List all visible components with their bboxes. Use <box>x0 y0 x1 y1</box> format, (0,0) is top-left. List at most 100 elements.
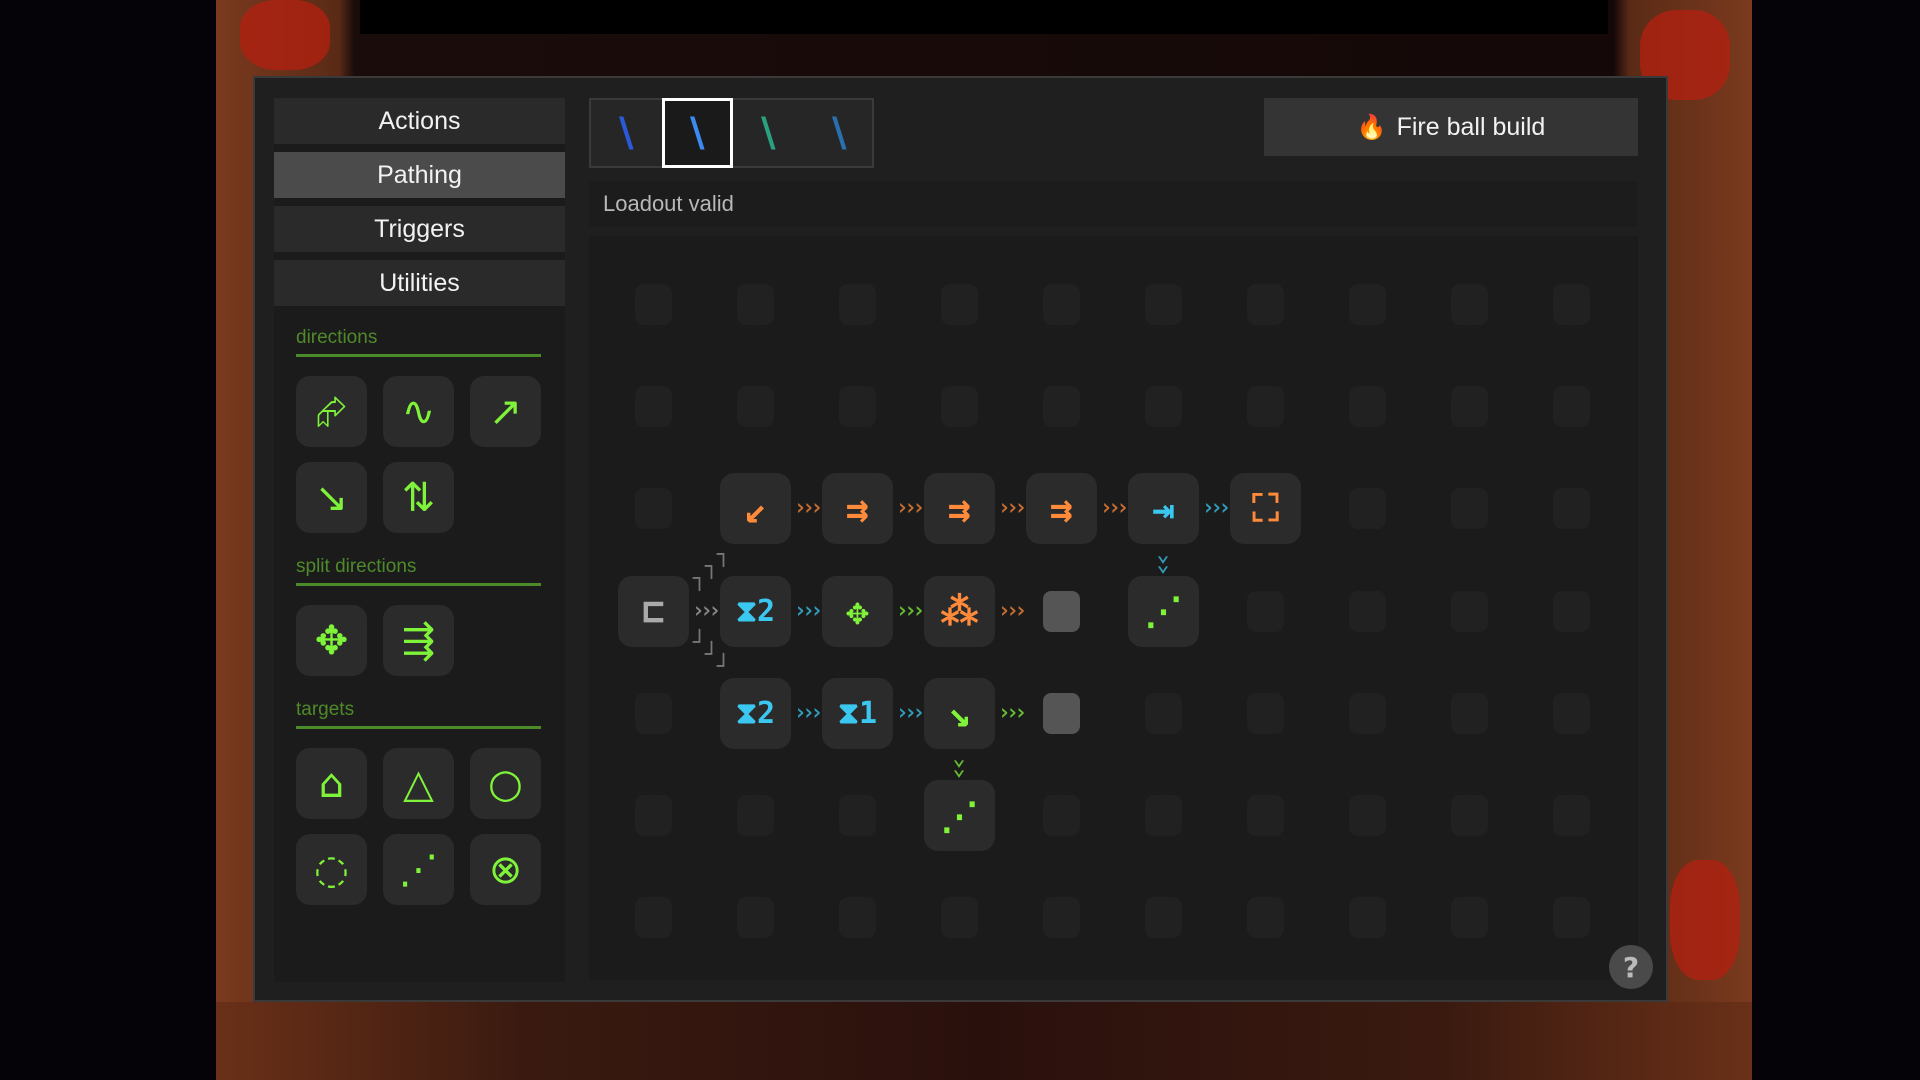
empty-grid-cell[interactable] <box>1451 488 1488 530</box>
graph-node[interactable]: ⁂ <box>924 575 995 647</box>
empty-grid-cell[interactable] <box>737 386 774 428</box>
empty-grid-cell[interactable] <box>635 488 672 530</box>
empty-grid-cell[interactable] <box>737 795 774 836</box>
empty-grid-cell[interactable] <box>1043 795 1080 836</box>
palette-item[interactable]: ⮳ <box>296 376 367 447</box>
empty-grid-cell[interactable] <box>1043 284 1080 325</box>
palette-item[interactable]: ○ <box>470 748 541 819</box>
empty-grid-cell[interactable] <box>1553 897 1590 939</box>
empty-grid-cell[interactable] <box>1553 795 1590 836</box>
empty-grid-cell[interactable] <box>941 386 978 428</box>
empty-grid-cell[interactable] <box>1451 284 1488 325</box>
empty-grid-cell[interactable] <box>1247 692 1284 734</box>
empty-grid-cell[interactable] <box>635 284 672 325</box>
wand-slot[interactable]: / <box>662 98 733 168</box>
palette-item[interactable]: ↗ <box>470 376 541 447</box>
palette-item[interactable]: ⋰ <box>383 834 454 905</box>
graph-node[interactable]: ⧗2 <box>720 575 791 647</box>
empty-grid-cell[interactable] <box>1349 692 1386 734</box>
empty-grid-cell[interactable] <box>1043 897 1080 939</box>
wand-slot[interactable]: / <box>733 98 804 168</box>
empty-grid-cell[interactable] <box>839 284 876 325</box>
palette-item[interactable]: ↘ <box>296 462 367 533</box>
palette-item[interactable]: ⇅ <box>383 462 454 533</box>
empty-grid-cell[interactable] <box>1145 386 1182 428</box>
empty-grid-cell[interactable] <box>1451 897 1488 939</box>
empty-grid-cell[interactable] <box>1247 590 1284 632</box>
empty-grid-cell[interactable] <box>635 795 672 836</box>
empty-grid-cell[interactable] <box>941 284 978 325</box>
empty-grid-cell[interactable] <box>1145 692 1182 734</box>
empty-grid-cell[interactable] <box>635 692 672 734</box>
graph-node[interactable]: ↘ <box>924 677 995 749</box>
palette-item[interactable]: ⊗ <box>470 834 541 905</box>
empty-grid-cell[interactable] <box>1247 897 1284 939</box>
empty-grid-cell[interactable] <box>1553 488 1590 530</box>
empty-grid-cell[interactable] <box>1043 386 1080 428</box>
category-triggers-button[interactable]: Triggers <box>274 206 565 252</box>
empty-grid-cell[interactable] <box>1247 284 1284 325</box>
empty-grid-cell[interactable] <box>839 897 876 939</box>
empty-grid-cell[interactable] <box>635 386 672 428</box>
redirect-box-arrow-icon: ⮳ <box>315 388 348 435</box>
build-select-button[interactable]: 🔥 Fire ball build <box>1264 98 1638 156</box>
palette-item[interactable]: ◌ <box>296 834 367 905</box>
empty-grid-cell[interactable] <box>1451 386 1488 428</box>
empty-grid-cell[interactable] <box>737 897 774 939</box>
empty-grid-cell[interactable] <box>1247 386 1284 428</box>
empty-grid-cell[interactable] <box>1553 692 1590 734</box>
empty-grid-cell[interactable] <box>839 795 876 836</box>
triangle-target-icon: △ <box>403 760 434 807</box>
palette-item[interactable]: ✥ <box>296 605 367 676</box>
graph-node[interactable]: ⧗2 <box>720 677 791 749</box>
empty-grid-cell[interactable] <box>1349 897 1386 939</box>
category-label: Pathing <box>377 160 462 189</box>
empty-grid-cell[interactable] <box>1553 284 1590 325</box>
category-pathing-button[interactable]: Pathing <box>274 152 565 198</box>
graph-node[interactable]: ↙ <box>720 473 791 545</box>
empty-grid-cell[interactable] <box>1451 795 1488 836</box>
graph-node[interactable]: ⧗1 <box>822 677 893 749</box>
empty-grid-cell[interactable] <box>839 386 876 428</box>
palette-item[interactable]: ⇶ <box>383 605 454 676</box>
wand-slot[interactable]: / <box>591 98 662 168</box>
graph-node[interactable]: ⋰ <box>924 780 995 851</box>
graph-node[interactable]: ⇉ <box>1026 473 1097 545</box>
empty-grid-cell[interactable] <box>1349 386 1386 428</box>
category-actions-button[interactable]: Actions <box>274 98 565 144</box>
graph-node[interactable]: ⇉ <box>924 473 995 545</box>
graph-node[interactable]: ✥ <box>822 575 893 647</box>
wand-slot[interactable]: / <box>804 98 875 168</box>
graph-node[interactable]: ⛶ <box>1230 473 1301 545</box>
empty-end-slot[interactable] <box>1043 590 1080 632</box>
empty-grid-cell[interactable] <box>1247 795 1284 836</box>
empty-grid-cell[interactable] <box>1145 284 1182 325</box>
empty-grid-cell[interactable] <box>1349 795 1386 836</box>
empty-grid-cell[interactable] <box>1145 795 1182 836</box>
empty-grid-cell[interactable] <box>1349 488 1386 530</box>
empty-end-slot[interactable] <box>1043 692 1080 734</box>
empty-grid-cell[interactable] <box>1349 590 1386 632</box>
empty-grid-cell[interactable] <box>1145 897 1182 939</box>
empty-grid-cell[interactable] <box>941 897 978 939</box>
empty-grid-cell[interactable] <box>737 284 774 325</box>
empty-grid-cell[interactable] <box>1553 590 1590 632</box>
palette-item[interactable]: ⌂ <box>296 748 367 819</box>
empty-grid-cell[interactable] <box>635 897 672 939</box>
graph-node[interactable]: ⊏ <box>618 575 689 647</box>
empty-grid-cell[interactable] <box>1451 692 1488 734</box>
wave-arrow-icon: ∿ <box>401 388 436 435</box>
palette-item[interactable]: △ <box>383 748 454 819</box>
graph-node[interactable]: ⇥ <box>1128 473 1199 545</box>
empty-grid-cell[interactable] <box>1553 386 1590 428</box>
empty-grid-cell[interactable] <box>1451 590 1488 632</box>
bounce-arrow-icon: ⇅ <box>401 474 436 521</box>
help-button[interactable]: ? <box>1609 945 1653 989</box>
graph-node[interactable]: ⋰ <box>1128 575 1199 647</box>
category-utilities-button[interactable]: Utilities <box>274 260 565 306</box>
section-divider <box>296 726 541 729</box>
palette-item[interactable]: ∿ <box>383 376 454 447</box>
graph-node[interactable]: ⇉ <box>822 473 893 545</box>
split-branch-marker: ┘ <box>716 654 730 680</box>
empty-grid-cell[interactable] <box>1349 284 1386 325</box>
